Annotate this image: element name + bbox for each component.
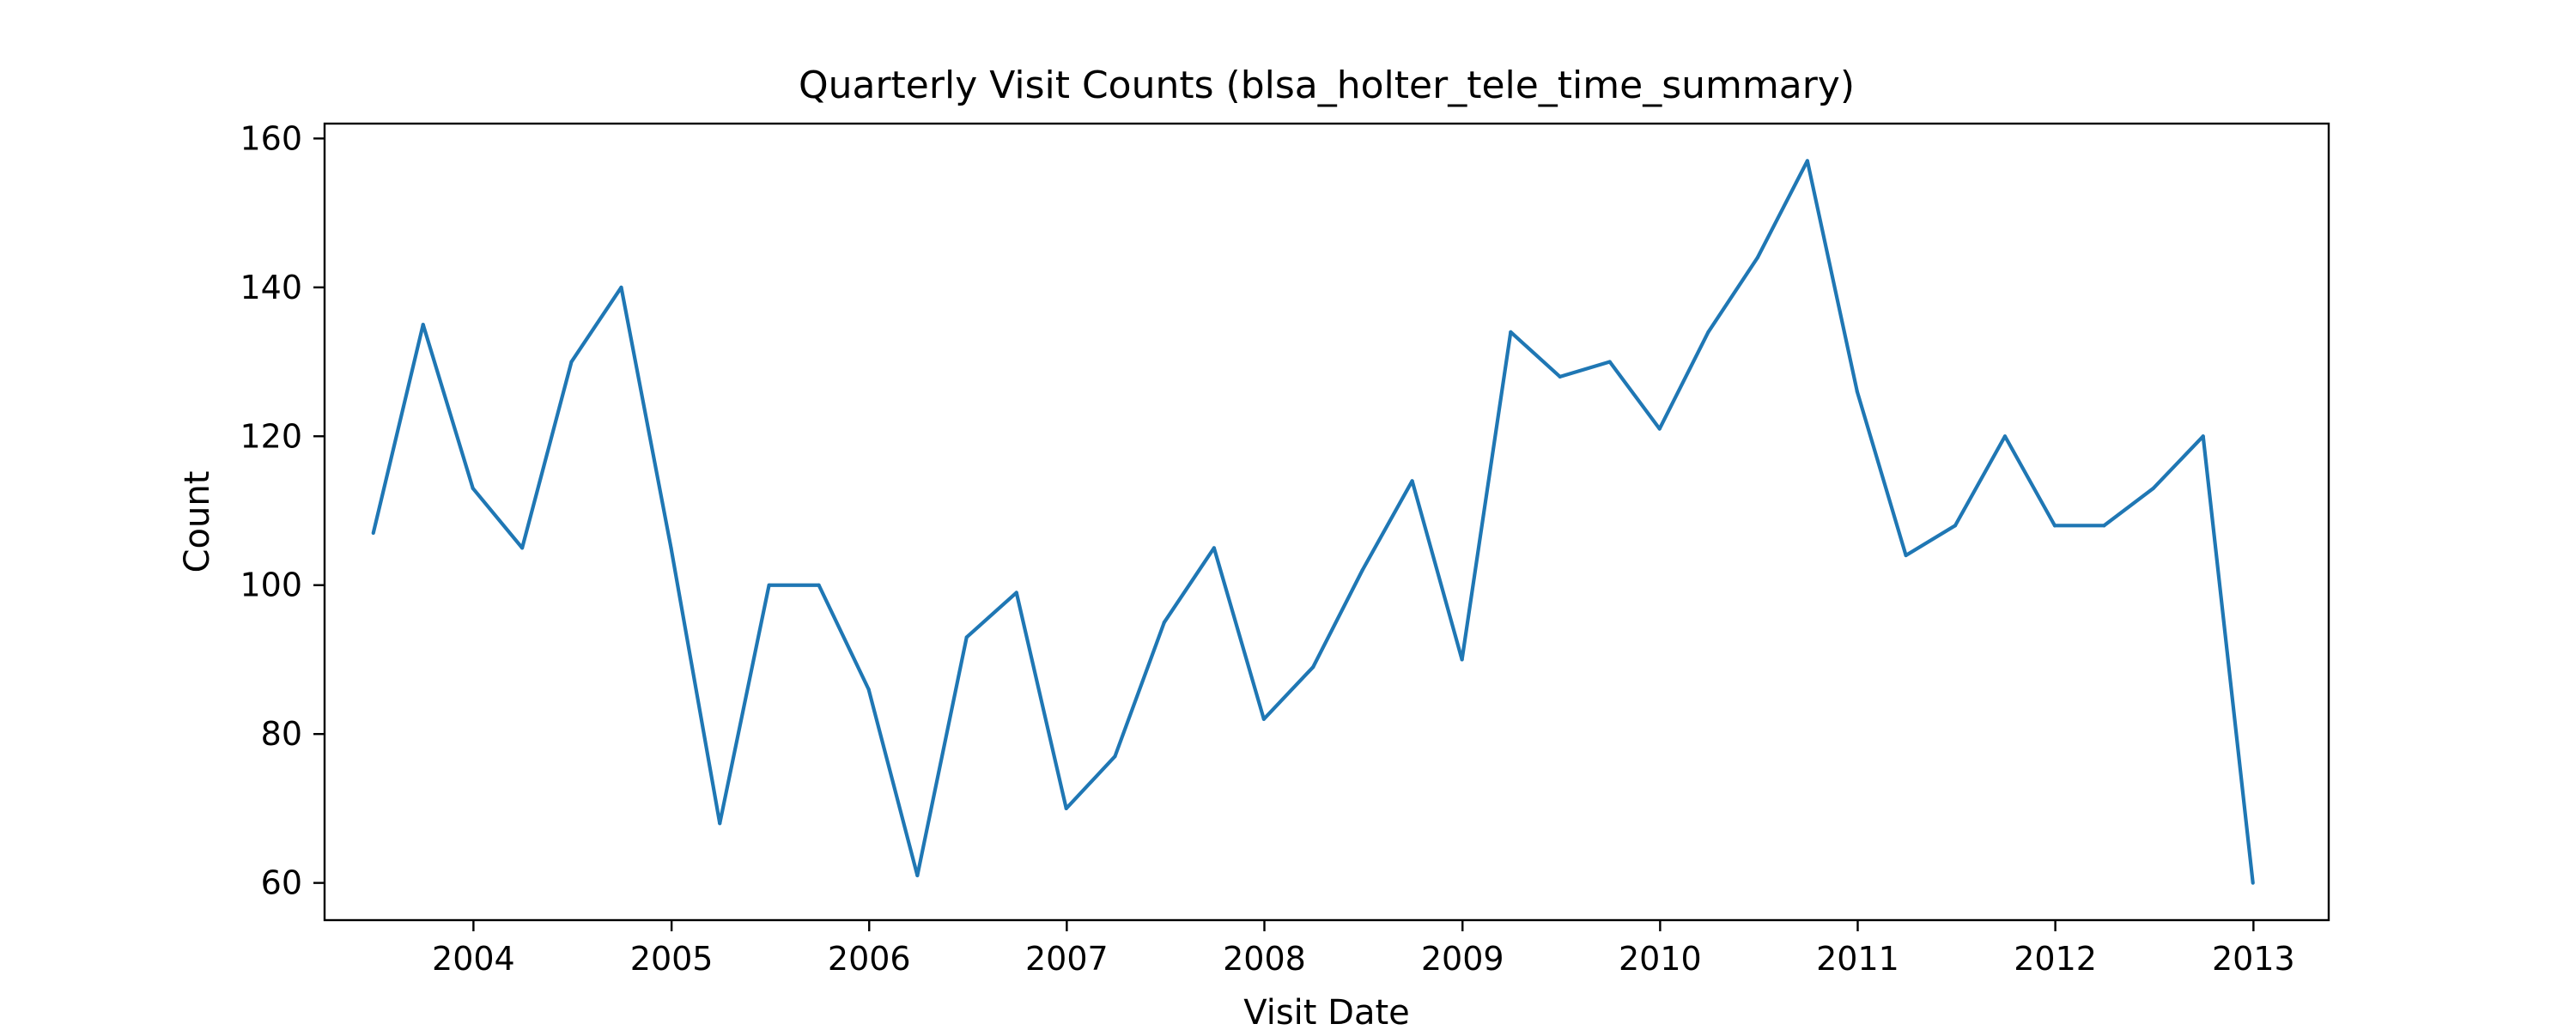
line-segment (1607, 360, 1662, 431)
line-segment (964, 591, 1018, 639)
line-segment (1360, 479, 1414, 573)
line-segment (371, 323, 425, 536)
line-segment (471, 486, 525, 550)
line-segment (1410, 479, 1464, 662)
line-segment (1261, 665, 1315, 721)
line-segment (2102, 486, 2155, 528)
x-tick-label: 2007 (1025, 940, 1109, 978)
line-segment (2201, 434, 2255, 885)
line-segment (1706, 256, 1759, 334)
chart-title: Quarterly Visit Counts (blsa_holter_tele… (799, 64, 1855, 107)
line-segment (1113, 620, 1166, 759)
line-segment (915, 635, 969, 878)
line-segment (669, 546, 722, 826)
line-segment (1755, 159, 1809, 260)
x-tick-label: 2010 (1619, 940, 1702, 978)
line-segment (1657, 330, 1710, 431)
y-tick-label: 160 (240, 119, 302, 157)
line-segment (2151, 434, 2205, 491)
line-segment (1904, 524, 1958, 558)
y-tick-label: 100 (240, 566, 302, 604)
line-segment (1014, 591, 1068, 811)
line-segment (2002, 434, 2057, 528)
x-tick-label: 2008 (1223, 940, 1306, 978)
y-axis: 60 80 100 120 140 160 (240, 119, 325, 902)
y-tick-label: 60 (261, 864, 302, 902)
y-tick-label: 80 (261, 715, 302, 753)
x-tick-label: 2005 (630, 940, 714, 978)
line-segment (1064, 754, 1117, 811)
line-segment (866, 688, 920, 878)
x-tick-label: 2004 (432, 940, 515, 978)
series-line (371, 159, 2255, 885)
x-tick-label: 2006 (828, 940, 911, 978)
line-segment (1509, 330, 1562, 379)
line-segment (1212, 546, 1266, 721)
line-segment (1460, 330, 1513, 662)
x-tick-label: 2011 (1816, 940, 1899, 978)
line-segment (817, 583, 871, 692)
line-segment (1805, 159, 1859, 394)
x-tick-label: 2009 (1421, 940, 1504, 978)
y-tick-label: 140 (240, 269, 302, 306)
x-axis: 2004 2005 2006 2007 2008 2009 2010 2011 2012 2013 (432, 920, 2295, 978)
series-layer (371, 159, 2255, 885)
line-segment (520, 360, 574, 550)
x-axis-label: Visit Date (1243, 993, 1410, 1030)
x-tick-label: 2013 (2212, 940, 2295, 978)
line-segment (1558, 360, 1612, 379)
line-segment (569, 285, 623, 364)
line-segment (1311, 568, 1364, 670)
plot-area-frame (323, 122, 2330, 922)
y-tick-label: 120 (240, 417, 302, 455)
line-segment (1953, 434, 2008, 528)
line-segment (718, 583, 771, 826)
line-segment (421, 323, 475, 491)
line-segment (1855, 390, 1908, 558)
x-tick-label: 2012 (2014, 940, 2097, 978)
y-axis-label: Count (178, 471, 217, 573)
line-segment (1162, 546, 1216, 625)
line-segment (619, 285, 673, 550)
